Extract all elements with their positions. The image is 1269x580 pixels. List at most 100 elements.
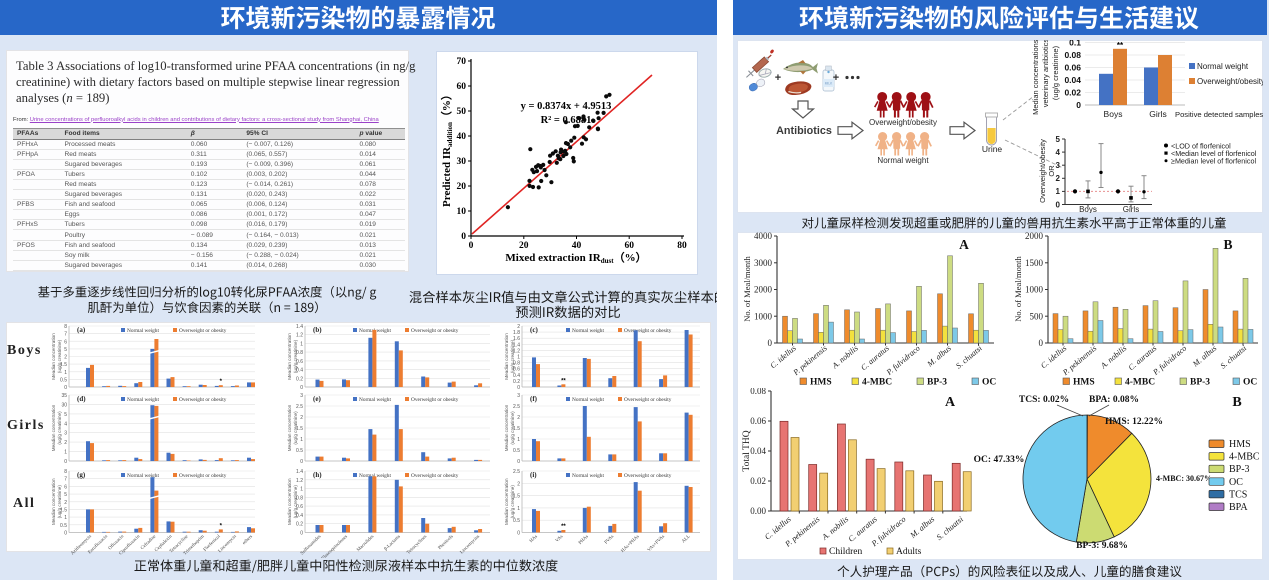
svg-text:HAs+PHAs: HAs+PHAs xyxy=(621,534,641,554)
svg-text:0: 0 xyxy=(517,385,520,391)
svg-text:(h): (h) xyxy=(313,471,322,479)
svg-text:1: 1 xyxy=(300,341,303,347)
svg-text:No. of Meal/month: No. of Meal/month xyxy=(742,256,752,322)
svg-text:OC: OC xyxy=(1243,378,1257,388)
svg-text:2.5: 2.5 xyxy=(296,404,303,410)
svg-text:Median concentrations of: Median concentrations of xyxy=(1031,40,1040,115)
svg-text:0.04: 0.04 xyxy=(1064,75,1081,85)
svg-text:Boys: Boys xyxy=(1079,205,1097,213)
svg-text:(ug/g creatinine): (ug/g creatinine) xyxy=(293,411,298,445)
svg-text:0: 0 xyxy=(300,531,303,537)
svg-text:A: A xyxy=(959,237,969,252)
svg-text:20: 20 xyxy=(457,182,467,192)
svg-text:**: ** xyxy=(561,378,566,384)
svg-text:40: 40 xyxy=(572,241,582,251)
svg-text:Boys: Boys xyxy=(1104,109,1123,119)
svg-text:VAs+PVAs: VAs+PVAs xyxy=(647,534,666,553)
svg-text:1.2: 1.2 xyxy=(513,348,520,354)
svg-text:0: 0 xyxy=(64,459,67,465)
svg-text:0.8: 0.8 xyxy=(296,495,303,501)
svg-text:Meadian concentration: Meadian concentration xyxy=(51,333,56,380)
svg-text:0: 0 xyxy=(1039,338,1044,348)
svg-text:0: 0 xyxy=(300,459,303,465)
svg-text:(ug/g creatinine): (ug/g creatinine) xyxy=(510,339,515,373)
svg-text:OC: OC xyxy=(982,378,996,388)
svg-text:500: 500 xyxy=(1030,311,1044,321)
svg-text:BP-3: BP-3 xyxy=(1229,464,1250,475)
svg-text:OC: OC xyxy=(1229,477,1243,488)
svg-text:1: 1 xyxy=(517,355,520,361)
svg-text:3: 3 xyxy=(1056,161,1061,170)
svg-text:2: 2 xyxy=(517,481,520,487)
svg-text:5: 5 xyxy=(64,412,67,418)
svg-text:Normal weight: Normal weight xyxy=(572,397,604,403)
svg-text:50: 50 xyxy=(457,107,467,117)
svg-text:2: 2 xyxy=(64,355,67,361)
svg-text:Overweight or obesity: Overweight or obesity xyxy=(624,328,672,334)
svg-text:(ug/g creatinine): (ug/g creatinine) xyxy=(1051,45,1060,100)
svg-text:0.2: 0.2 xyxy=(296,522,303,528)
svg-text:0.8: 0.8 xyxy=(513,361,520,367)
svg-text:4000: 4000 xyxy=(754,232,773,241)
svg-text:0: 0 xyxy=(517,531,520,537)
svg-text:(g): (g) xyxy=(77,471,86,479)
svg-text:C. idellus: C. idellus xyxy=(1039,344,1068,371)
svg-text:Children: Children xyxy=(829,547,862,557)
svg-text:(ug/g creatinine): (ug/g creatinine) xyxy=(293,485,298,519)
svg-text:1500: 1500 xyxy=(1025,258,1044,268)
svg-text:4-MBC: 4-MBC xyxy=(1125,378,1155,388)
svg-text:TCS: TCS xyxy=(1229,489,1247,500)
svg-text:70: 70 xyxy=(457,57,467,67)
svg-text:Lincomycins: Lincomycins xyxy=(460,534,482,555)
svg-text:5: 5 xyxy=(1056,135,1061,144)
svg-text:Urine: Urine xyxy=(982,144,1003,154)
svg-text:(ug/g creatinine): (ug/g creatinine) xyxy=(510,485,515,519)
svg-text:1.5: 1.5 xyxy=(513,494,520,500)
svg-text:A. nobilis: A. nobilis xyxy=(830,344,860,371)
svg-text:B: B xyxy=(1223,237,1232,252)
svg-text:0: 0 xyxy=(64,385,67,391)
svg-text:Meadian concentration: Meadian concentration xyxy=(287,333,292,380)
svg-text:0.08: 0.08 xyxy=(1064,50,1081,60)
svg-text:BPA: BPA xyxy=(1229,502,1248,513)
svg-text:Meadian concentration: Meadian concentration xyxy=(51,404,56,451)
svg-text:0.5: 0.5 xyxy=(60,523,67,529)
svg-text:1000: 1000 xyxy=(1025,285,1044,295)
svg-text:Overweight or obesity: Overweight or obesity xyxy=(624,397,672,403)
svg-text:Normal weight: Normal weight xyxy=(359,473,391,479)
svg-text:1: 1 xyxy=(1056,187,1061,196)
svg-text:2: 2 xyxy=(64,440,67,446)
svg-text:P. pekinensis: P. pekinensis xyxy=(791,344,829,378)
svg-text:Meadian concentration: Meadian concentration xyxy=(504,404,509,451)
svg-text:3: 3 xyxy=(300,393,303,399)
svg-text:Meadian concentration: Meadian concentration xyxy=(287,478,292,525)
svg-text:2000: 2000 xyxy=(1025,232,1044,241)
svg-text:OR: OR xyxy=(1047,165,1056,177)
svg-text:BP-3: BP-3 xyxy=(1190,378,1210,388)
svg-text:1: 1 xyxy=(64,515,67,521)
svg-text:0.6: 0.6 xyxy=(296,359,303,365)
svg-text:6: 6 xyxy=(64,484,67,490)
svg-text:y = 0.8374x + 4.9513: y = 0.8374x + 4.9513 xyxy=(521,101,612,112)
svg-text:40: 40 xyxy=(457,132,467,142)
svg-text:**: ** xyxy=(561,524,566,530)
svg-text:M. albus: M. albus xyxy=(925,344,953,370)
svg-text:0.1: 0.1 xyxy=(1069,40,1081,48)
svg-text:2: 2 xyxy=(1056,174,1061,183)
svg-text:1.2: 1.2 xyxy=(296,333,303,339)
svg-text:1: 1 xyxy=(517,437,520,443)
svg-text:Adults: Adults xyxy=(896,547,922,557)
svg-text:4-MBC: 30.67%: 4-MBC: 30.67% xyxy=(1156,474,1212,483)
svg-text:1: 1 xyxy=(64,370,67,376)
svg-text:1.5: 1.5 xyxy=(296,426,303,432)
svg-text:0.04: 0.04 xyxy=(750,446,766,456)
svg-text:4-MBC: 4-MBC xyxy=(1229,452,1260,463)
svg-text:1.4: 1.4 xyxy=(513,342,520,348)
svg-text:Total THQ: Total THQ xyxy=(742,430,752,471)
svg-text:(ug/g creatinine): (ug/g creatinine) xyxy=(293,339,298,373)
svg-text:TCS: 0.02%: TCS: 0.02% xyxy=(1019,395,1069,405)
svg-text:M. albus: M. albus xyxy=(908,515,937,541)
svg-text:0.2: 0.2 xyxy=(513,379,520,385)
svg-text:80: 80 xyxy=(677,241,687,251)
svg-text:(i): (i) xyxy=(530,471,537,479)
